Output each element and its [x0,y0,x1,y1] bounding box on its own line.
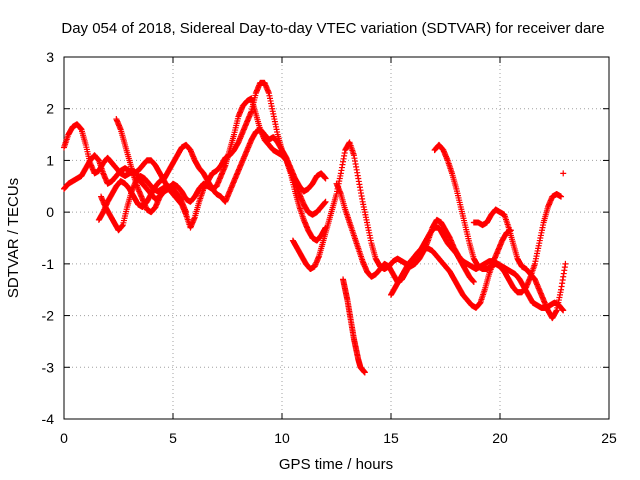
x-tick-label: 10 [274,430,290,446]
x-tick-label: 0 [60,430,68,446]
chart-title: Day 054 of 2018, Sidereal Day-to-day VTE… [61,20,604,37]
axis-ticks [63,56,610,420]
data-point [167,185,174,192]
y-tick-labels: 3 2 1 0 -1 -2 -3 -4 [42,49,55,427]
x-tick-label: 15 [383,430,399,446]
data-point [562,260,569,267]
data-point [560,307,567,314]
y-tick-label: -3 [42,359,55,375]
y-tick-label: -4 [42,411,55,427]
x-tick-labels: 0 5 10 15 20 25 [60,430,617,446]
x-axis-label: GPS time / hours [279,456,393,473]
series-arc10 [470,206,569,322]
data-points [61,79,569,376]
series-arc5 [98,172,174,234]
x-tick-label: 20 [492,430,508,446]
data-point [558,193,565,200]
y-tick-label: 3 [46,49,54,65]
grid-lines [64,57,609,419]
data-point [560,170,567,177]
y-axis-label: SDTVAR / TECUs [5,178,22,298]
x-tick-label: 25 [601,430,617,446]
series-arc8 [340,276,368,376]
y-tick-label: 0 [46,204,54,220]
series-arc11 [388,224,477,298]
y-tick-label: -2 [42,308,55,324]
plot-frame [63,56,610,420]
data-point [322,198,329,205]
y-tick-label: 2 [46,101,54,117]
y-tick-label: 1 [46,152,54,168]
y-tick-label: -1 [42,256,55,272]
data-point [183,209,190,216]
series-arc12 [560,170,567,177]
data-point [322,175,329,182]
data-point [361,369,368,376]
series-arc9 [431,141,565,296]
data-point [470,278,477,285]
x-tick-label: 5 [169,430,177,446]
